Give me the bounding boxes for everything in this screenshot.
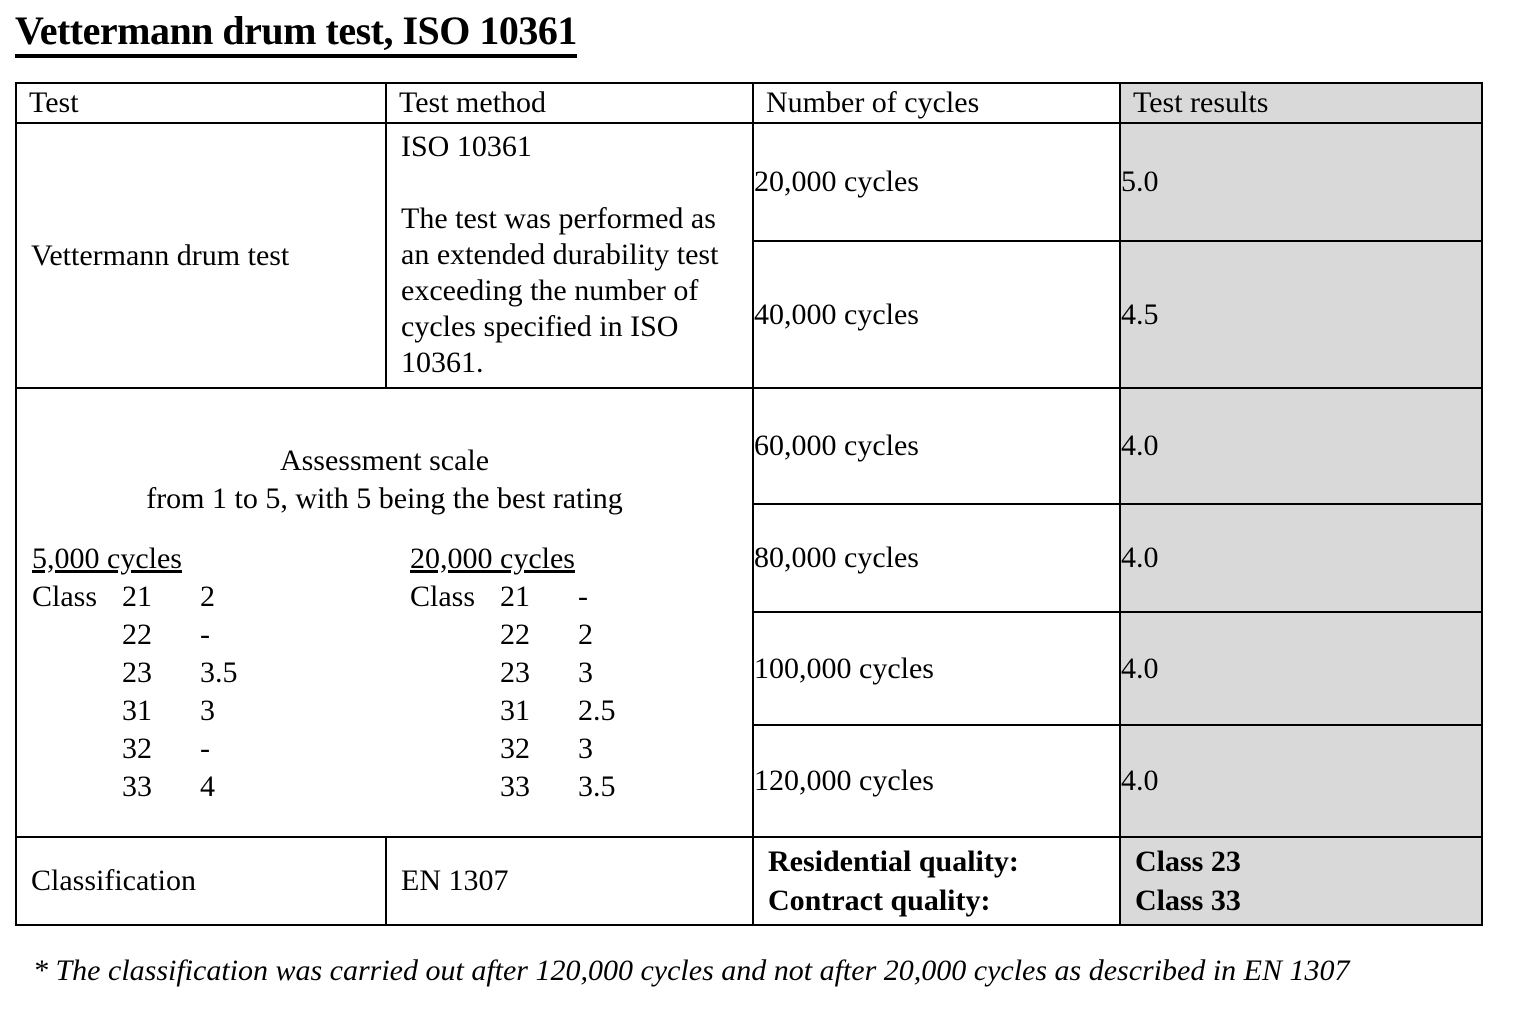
cycle-row-40000: 40,000 cycles 4.5 [16,240,1483,389]
assessment-row: 33 3.5 [500,769,616,803]
assessment-row: 32 3 [500,731,593,765]
assessment-subtitle: from 1 to 5, with 5 being the best ratin… [146,481,623,515]
cycle-row-60000: Assessment scale from 1 to 5, with 5 bei… [15,387,1483,838]
cycle-row-120000: 120,000 cycles 4.0 [16,724,1483,838]
col-header-number-of-cycles: Number of cycles [752,82,1121,124]
cycles-cell-100000: 100,000 cycles [752,611,1121,726]
test-name-cell: Vettermann drum test [15,122,387,389]
cycle-row-100000: 100,000 cycles 4.0 [16,611,1483,726]
class-label: Class [32,579,98,613]
assessment-column-20000: 20,000 cycles Class 21 - 22 2 [410,540,751,806]
document-page: Vettermann drum test, ISO 10361 Test Tes… [15,10,1483,987]
assessment-title: Assessment scale [279,443,490,477]
result-cell-60000: 4.0 [1119,387,1483,505]
header-row: Test Test method Number of cycles Test r… [15,82,1483,124]
classification-standard-cell: EN 1307 [385,836,754,926]
assessment-scale-cell: Assessment scale from 1 to 5, with 5 bei… [15,387,754,838]
result-cell-20000: 5.0 [1119,121,1483,243]
contract-quality-value: Class 33 [1135,884,1241,917]
assessment-heading-5000: 5,000 cycles [32,541,182,575]
cycles-cell-60000: 60,000 cycles [752,387,1121,505]
cycles-cell-80000: 80,000 cycles [752,503,1121,613]
footnote: * The classification was carried out aft… [33,954,1350,987]
assessment-heading-20000: 20,000 cycles [410,541,575,575]
result-cell-40000: 4.5 [1119,240,1483,389]
assessment-row: 31 3 [122,693,215,727]
assessment-row: Class 21 2 [32,578,410,616]
cycles-cell-40000: 40,000 cycles [752,240,1121,389]
cycles-cell-120000: 120,000 cycles [752,724,1121,838]
residential-quality-label: Residential quality: [768,845,1019,878]
quality-labels-cell: Residential quality: Contract quality: [752,836,1121,926]
cycle-row-80000: 80,000 cycles 4.0 [16,503,1483,613]
quality-values-cell: Class 23 Class 33 [1119,836,1483,926]
assessment-row: 22 - [122,617,210,651]
assessment-row: 32 - [122,731,210,765]
result-cell-120000: 4.0 [1119,724,1483,838]
cycles-cell-20000: 20,000 cycles [752,121,1121,243]
result-cell-100000: 4.0 [1119,611,1483,726]
assessment-row: 22 2 [500,617,593,651]
assessment-row: Class 21 - [410,578,751,616]
assessment-row: 23 3.5 [122,655,238,689]
method-note: The test was performed as an extended du… [401,202,719,379]
classification-row: Classification EN 1307 Residential quali… [15,836,1483,926]
assessment-row: 33 4 [122,769,215,803]
col-header-test-method: Test method [385,82,754,124]
result-cell-80000: 4.0 [1119,503,1483,613]
test-method-cell: ISO 10361 The test was performed as an e… [385,122,754,389]
assessment-columns: 5,000 cycles Class 21 2 22 - [18,540,751,806]
method-standard: ISO 10361 [401,130,532,163]
col-header-test-results: Test results [1119,82,1483,124]
page-title: Vettermann drum test, ISO 10361 [15,10,577,58]
assessment-column-5000: 5,000 cycles Class 21 2 22 - [32,540,410,806]
classification-label-cell: Classification [15,836,387,926]
contract-quality-label: Contract quality: [768,884,991,917]
col-header-test: Test [15,82,387,124]
test-report-table: Test Test method Number of cycles Test r… [15,82,1483,926]
assessment-row: 23 3 [500,655,593,689]
class-label: Class [410,579,476,613]
assessment-row: 31 2.5 [500,693,616,727]
residential-quality-value: Class 23 [1135,845,1241,878]
cycle-row-20000: Vettermann drum test ISO 10361 The test … [15,121,1483,389]
